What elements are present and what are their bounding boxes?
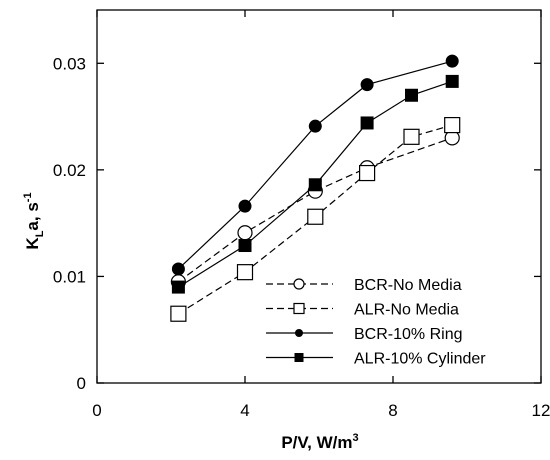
series <box>170 54 461 322</box>
ticks: 0 4 8 12 0 0.01 0.02 0.03 <box>53 10 550 420</box>
y-axis-title-sup: -1 <box>22 192 34 202</box>
data-point <box>359 164 376 182</box>
x-axis-title-sup: 3 <box>353 432 359 444</box>
legend-item: BCR-10% Ring <box>266 326 462 343</box>
x-tick-label: 12 <box>532 401 550 420</box>
data-point <box>445 74 459 88</box>
x-tick-label: 8 <box>388 401 397 420</box>
x-tick-label: 4 <box>240 401 249 420</box>
data-point <box>238 239 252 253</box>
data-point <box>360 78 374 92</box>
legend-item: ALR-10% Cylinder <box>266 351 486 368</box>
x-tick-label: 0 <box>92 401 101 420</box>
y-axis-title-rest: a, s <box>23 202 42 230</box>
data-point <box>308 178 322 192</box>
y-axis-title-sub: L <box>34 230 46 237</box>
series-line <box>178 80 453 288</box>
y-tick-label: 0 <box>77 374 86 393</box>
legend-item: BCR-No Media <box>266 277 462 294</box>
plot-frame <box>96 9 542 384</box>
series-bcr-10-ring <box>171 54 459 276</box>
data-point <box>170 305 187 322</box>
legend-label: BCR-No Media <box>354 277 462 294</box>
x-axis-title: P/V, W/m3 <box>281 432 358 452</box>
y-tick-label: 0.02 <box>53 161 86 180</box>
legend-marker <box>293 302 305 315</box>
data-point <box>444 116 461 134</box>
data-point <box>308 119 322 133</box>
data-point <box>360 116 374 130</box>
legend-label: ALR-10% Cylinder <box>354 351 486 368</box>
series-alr-10-cylinder <box>171 74 459 294</box>
y-axis-title: KLa, s-1 <box>22 192 46 249</box>
legend-marker <box>294 353 304 362</box>
legend-item: ALR-No Media <box>266 302 459 319</box>
data-point <box>171 262 185 276</box>
series-line <box>178 137 453 283</box>
data-point <box>307 208 324 225</box>
axes <box>96 9 542 384</box>
data-point <box>236 264 254 281</box>
legend-label: ALR-No Media <box>354 302 459 319</box>
data-point <box>171 280 185 294</box>
data-point <box>237 225 253 241</box>
data-point <box>445 54 459 68</box>
data-point <box>403 128 420 145</box>
legend: BCR-No Media ALR-No Media BCR-10% Ring ALR-… <box>266 277 486 368</box>
legend-label: BCR-10% Ring <box>354 326 462 343</box>
series-alr-no-media <box>170 116 461 322</box>
data-point <box>238 199 252 213</box>
legend-marker <box>293 278 305 290</box>
data-point <box>405 88 418 102</box>
y-tick-label: 0.03 <box>53 54 86 73</box>
legend-marker <box>295 329 303 337</box>
y-tick-label: 0.01 <box>53 267 86 286</box>
